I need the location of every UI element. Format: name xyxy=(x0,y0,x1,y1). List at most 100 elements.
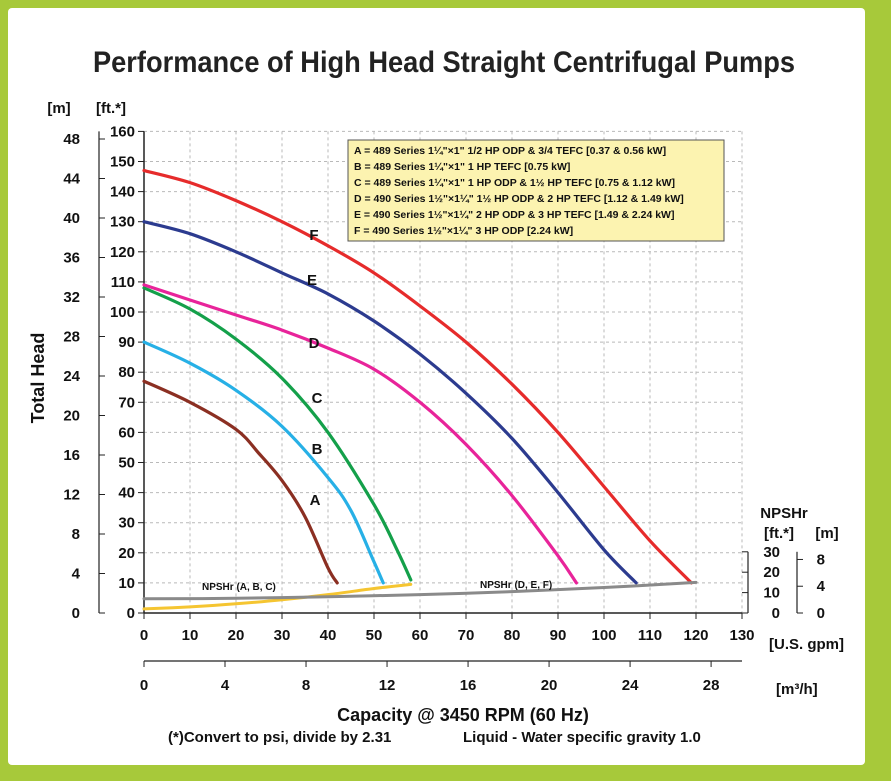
legend-entry-E: E = 490 Series 1½"×1¼" 2 HP ODP & 3 HP T… xyxy=(354,209,674,221)
npsh-tick-label-m: 4 xyxy=(817,578,826,595)
x-tick-label-gpm: 80 xyxy=(504,627,521,644)
y-tick-label-m: 20 xyxy=(63,407,80,424)
x-tick-label-gpm: 50 xyxy=(366,627,383,644)
y-tick-label-ft: 160 xyxy=(110,123,135,140)
chart-title: Performance of High Head Straight Centri… xyxy=(93,46,795,79)
footnote-liquid: Liquid - Water specific gravity 1.0 xyxy=(463,729,701,746)
y-tick-label-ft: 50 xyxy=(118,455,135,472)
npsh-tick-label-m: 0 xyxy=(817,605,825,622)
curve-label-E: E xyxy=(307,272,317,289)
y-tick-label-ft: 150 xyxy=(110,154,135,171)
npsh-tick-label-m: 8 xyxy=(817,551,825,568)
y-tick-label-m: 24 xyxy=(63,368,80,385)
legend-entry-D: D = 490 Series 1½"×1¼" 1½ HP ODP & 2 HP … xyxy=(354,193,684,205)
y-tick-label-m: 36 xyxy=(63,249,80,266)
y-tick-label-ft: 0 xyxy=(127,605,135,622)
x2-tick-label: 12 xyxy=(379,677,396,694)
x-tick-label-gpm: 70 xyxy=(458,627,475,644)
legend-entry-F: F = 490 Series 1½"×1¼" 3 HP ODP [2.24 kW… xyxy=(354,225,573,237)
y-tick-label-ft: 10 xyxy=(118,575,135,592)
pump-performance-chart: Performance of High Head Straight Centri… xyxy=(28,46,844,746)
curve-label-A: A xyxy=(310,492,321,509)
npsh-unit-m: [m] xyxy=(815,525,838,542)
x2-tick-label: 16 xyxy=(460,677,477,694)
y-tick-label-ft: 20 xyxy=(118,545,135,562)
x-unit-gpm: [U.S. gpm] xyxy=(769,636,844,653)
y-axis-label: Total Head xyxy=(28,333,48,424)
x-tick-label-gpm: 60 xyxy=(412,627,429,644)
curve-label-C: C xyxy=(312,390,323,407)
x-tick-label-gpm: 30 xyxy=(274,627,291,644)
y-tick-label-m: 28 xyxy=(63,328,80,345)
y-ticks-ft: 0 10 20 30 40 50 60 70 80 90 100 110 120 130 140 150 160 xyxy=(110,123,144,622)
head-curve-E xyxy=(142,220,638,585)
y-tick-label-ft: 90 xyxy=(118,334,135,351)
y-tick-label-m: 0 xyxy=(72,605,80,622)
npsh-tick-label-ft: 0 xyxy=(772,605,780,622)
x-ticks-gpm: 0 10 20 30 40 50 60 70 80 90 100 110 120 130 xyxy=(140,613,755,644)
npsh-curve-abc xyxy=(142,582,413,611)
legend: A = 489 Series 1¼"×1" 1/2 HP ODP & 3/4 T… xyxy=(347,139,725,242)
curve-label-F: F xyxy=(309,227,318,244)
y-tick-label-ft: 80 xyxy=(118,364,135,381)
y-tick-label-ft: 70 xyxy=(118,394,135,411)
x2-tick-label: 20 xyxy=(541,677,558,694)
y-tick-label-m: 12 xyxy=(63,486,80,503)
x2-tick-label: 8 xyxy=(302,677,310,694)
y-tick-label-m: 48 xyxy=(63,131,80,148)
x2-tick-label: 4 xyxy=(221,677,230,694)
y-tick-label-ft: 100 xyxy=(110,304,135,321)
x-tick-label-gpm: 90 xyxy=(550,627,567,644)
x-tick-label-gpm: 120 xyxy=(683,627,708,644)
x-tick-label-gpm: 100 xyxy=(591,627,616,644)
npsh-tick-label-ft: 20 xyxy=(763,564,780,581)
y-tick-label-ft: 110 xyxy=(111,274,135,291)
y-tick-label-m: 16 xyxy=(63,447,80,464)
legend-entry-B: B = 489 Series 1¼"×1" 1 HP TEFC [0.75 kW… xyxy=(354,161,570,173)
x-tick-label-gpm: 20 xyxy=(228,627,245,644)
legend-entry-A: A = 489 Series 1¼"×1" 1/2 HP ODP & 3/4 T… xyxy=(354,145,666,157)
y-unit-m: [m] xyxy=(47,100,70,117)
y-tick-label-m: 40 xyxy=(63,210,80,227)
y-tick-label-ft: 130 xyxy=(110,214,135,231)
y-tick-label-ft: 140 xyxy=(110,184,135,201)
footnote-psi: (*)Convert to psi, divide by 2.31 xyxy=(168,729,391,746)
x-axis-label: Capacity @ 3450 RPM (60 Hz) xyxy=(337,705,589,725)
head-curves xyxy=(142,168,693,585)
x-tick-label-gpm: 0 xyxy=(140,627,148,644)
npsh-axis-title: NPSHr xyxy=(760,505,808,522)
y-tick-label-ft: 40 xyxy=(118,485,135,502)
curve-label-D: D xyxy=(309,335,320,352)
chart-frame: Performance of High Head Straight Centri… xyxy=(8,8,865,765)
x-tick-label-gpm: 130 xyxy=(729,627,754,644)
x-unit-m3h: [m³/h] xyxy=(776,681,818,698)
head-curve-A xyxy=(142,379,339,585)
y-tick-label-m: 32 xyxy=(63,289,80,306)
npsh-label-abc: NPSHr (A, B, C) xyxy=(202,582,276,593)
npsh-curves xyxy=(142,580,698,611)
head-curve-F xyxy=(142,168,693,585)
npsh-curve-def xyxy=(142,580,698,601)
y-tick-label-ft: 30 xyxy=(118,515,135,532)
legend-entry-C: C = 489 Series 1¼"×1" 1 HP ODP & 1½ HP T… xyxy=(354,177,675,189)
x2-tick-label: 28 xyxy=(703,677,720,694)
npsh-unit-ft: [ft.*] xyxy=(764,525,794,542)
npsh-label-def: NPSHr (D, E, F) xyxy=(480,580,552,591)
y-tick-label-m: 44 xyxy=(63,170,80,187)
head-curve-C xyxy=(142,286,413,582)
legend-box xyxy=(347,139,725,242)
x-tick-label-gpm: 10 xyxy=(182,627,199,644)
npsh-tick-label-ft: 30 xyxy=(763,544,780,561)
y-unit-ft: [ft.*] xyxy=(96,100,126,117)
head-curve-D xyxy=(142,283,578,585)
x2-tick-label: 24 xyxy=(622,677,639,694)
y-tick-label-ft: 120 xyxy=(110,244,135,261)
curve-label-B: B xyxy=(312,441,323,458)
x-tick-label-gpm: 40 xyxy=(320,627,337,644)
x2-tick-label: 0 xyxy=(140,677,148,694)
y-tick-label-m: 8 xyxy=(72,526,80,543)
y-tick-label-m: 4 xyxy=(72,565,81,582)
npsh-tick-label-ft: 10 xyxy=(763,585,780,602)
x-tick-label-gpm: 110 xyxy=(638,627,662,644)
